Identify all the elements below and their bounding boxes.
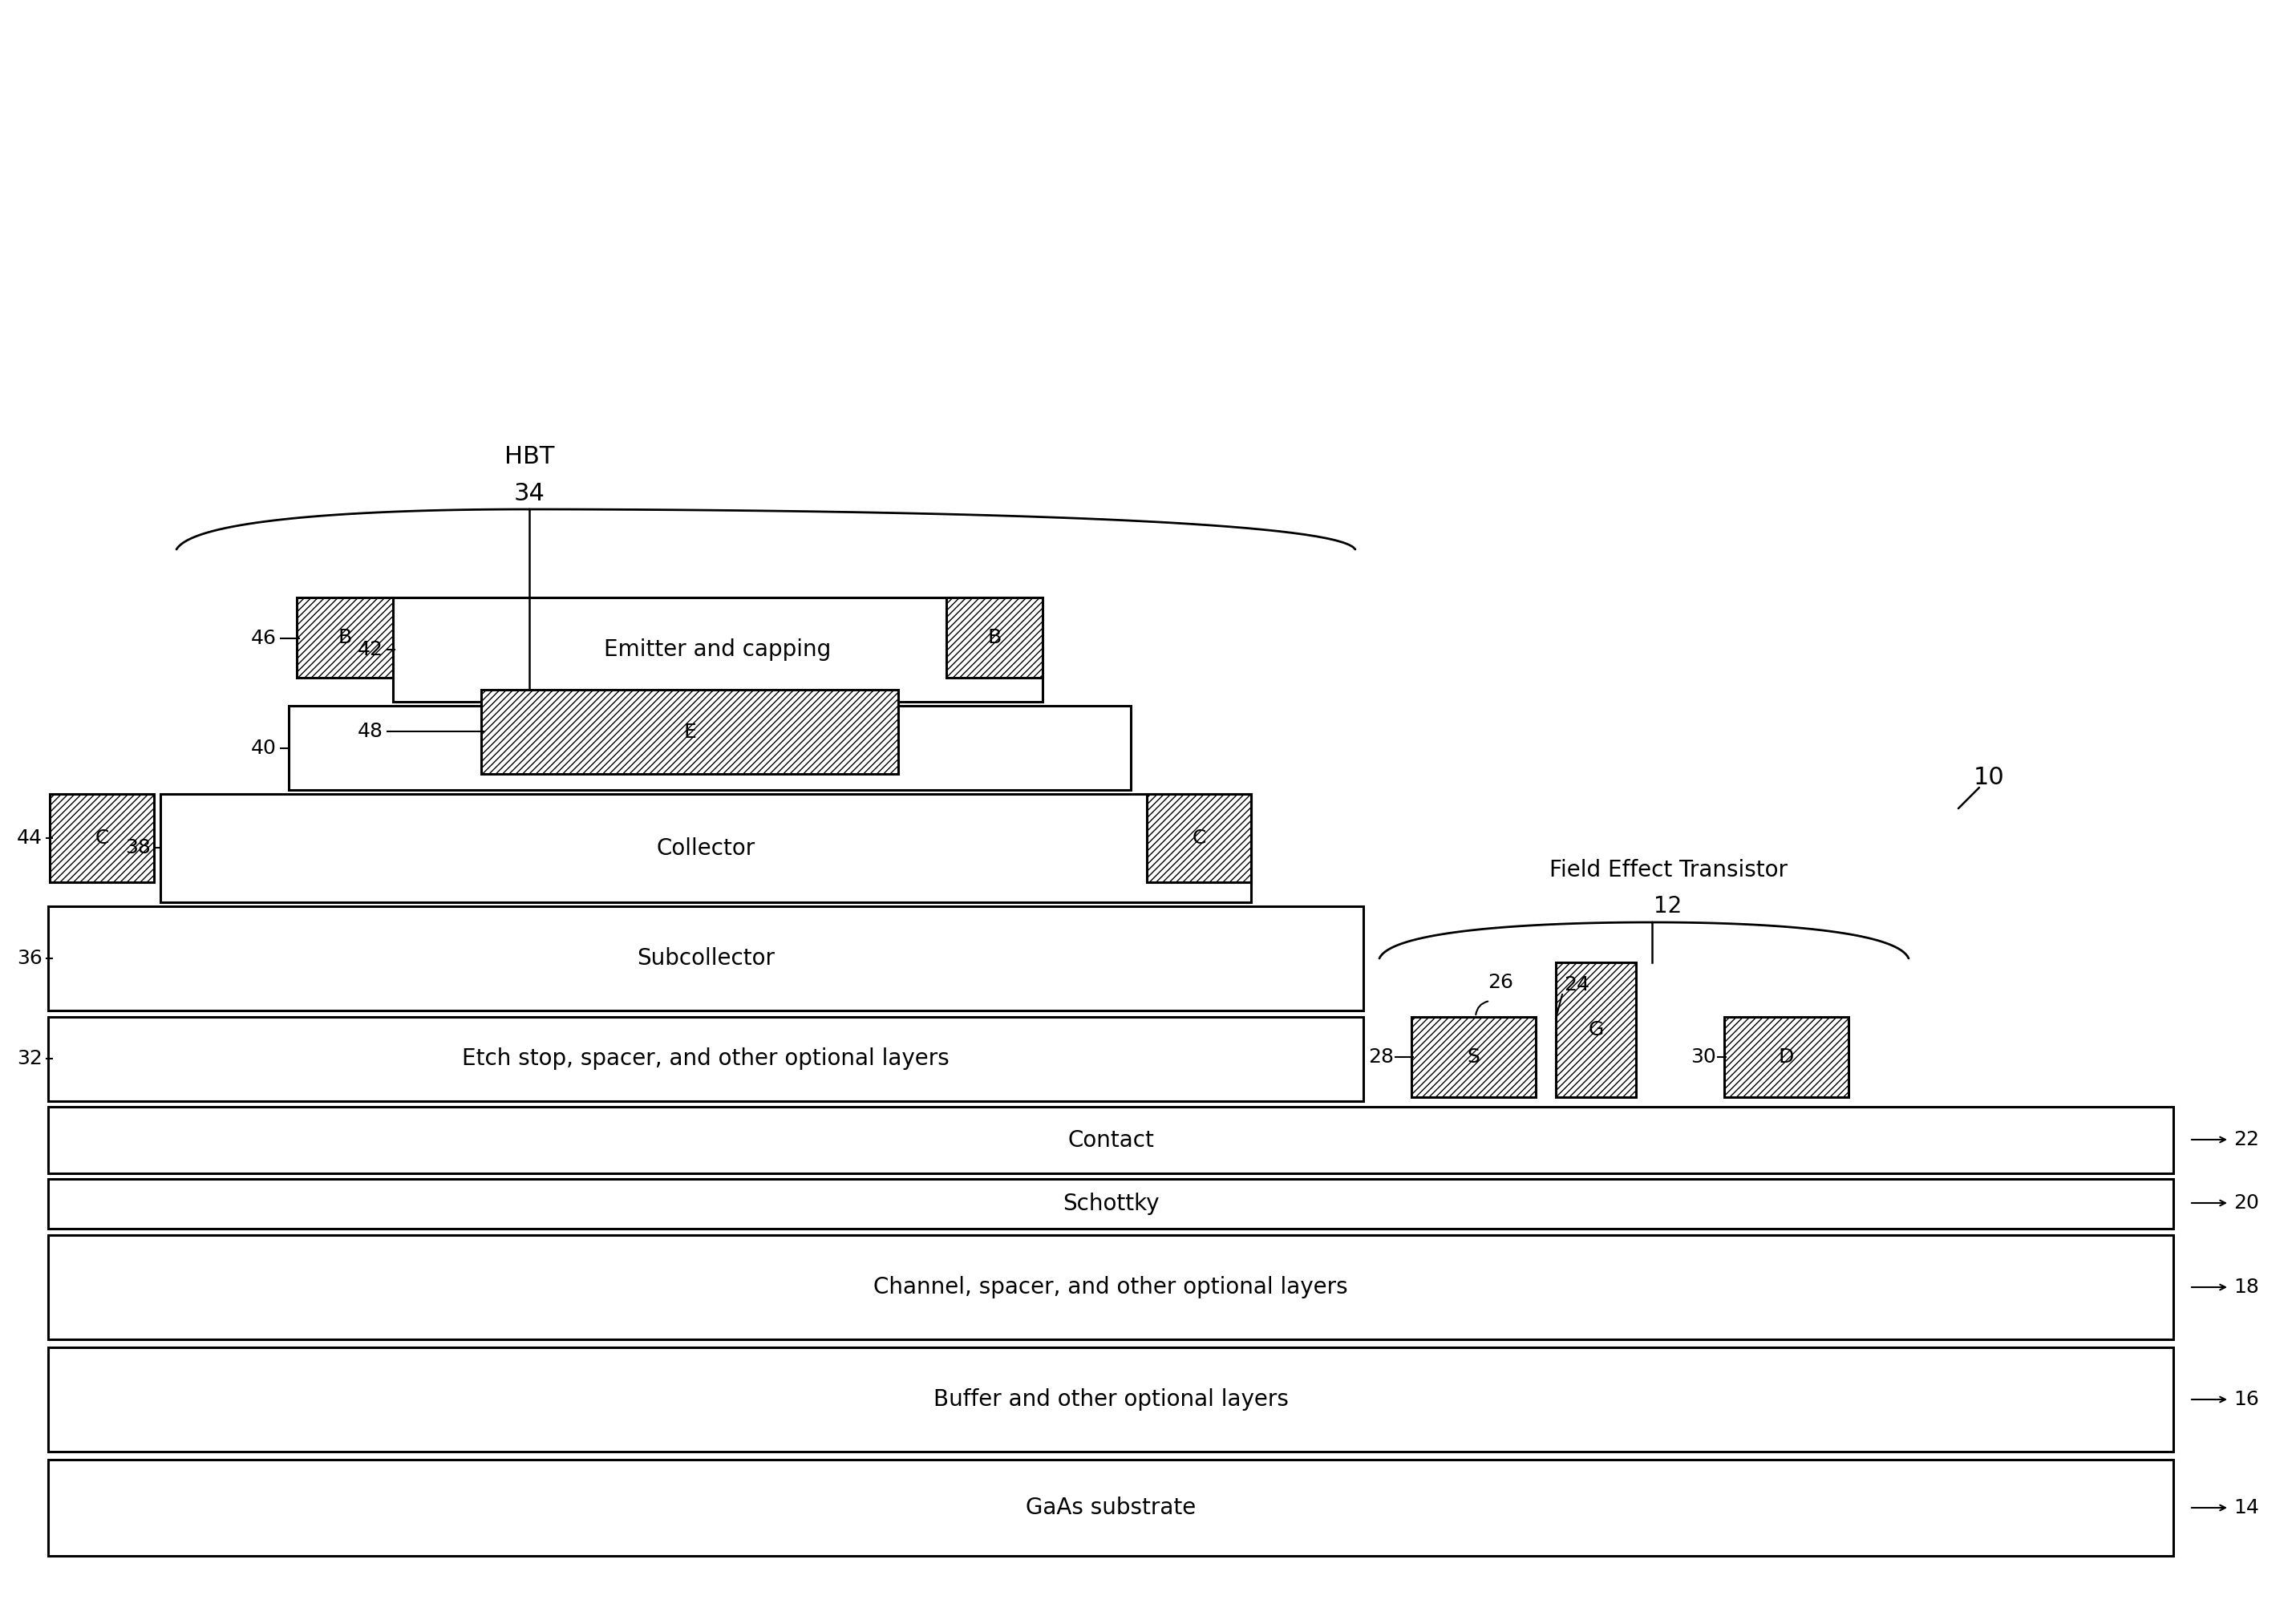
Text: S: S — [1467, 1047, 1481, 1066]
Bar — [482, 690, 898, 773]
Text: 10: 10 — [1972, 767, 2004, 790]
Text: C: C — [94, 828, 108, 847]
Bar — [48, 1235, 2174, 1339]
Bar — [1557, 963, 1637, 1097]
Bar — [1412, 1016, 1536, 1097]
Bar — [48, 1348, 2174, 1452]
Text: 24: 24 — [1564, 974, 1589, 994]
Text: Contact: Contact — [1068, 1129, 1155, 1151]
Text: 34: 34 — [514, 482, 544, 505]
Text: B: B — [338, 629, 351, 646]
Text: Collector: Collector — [657, 836, 755, 859]
Text: G: G — [1589, 1019, 1603, 1039]
Text: 46: 46 — [250, 629, 278, 648]
Text: 18: 18 — [2234, 1278, 2259, 1296]
Text: 48: 48 — [358, 722, 383, 741]
Text: Etch stop, spacer, and other optional layers: Etch stop, spacer, and other optional la… — [461, 1048, 951, 1071]
Text: Base: Base — [682, 736, 737, 759]
Text: Field Effect Transistor: Field Effect Transistor — [1550, 859, 1786, 881]
Text: 32: 32 — [16, 1048, 44, 1068]
Text: Buffer and other optional layers: Buffer and other optional layers — [932, 1388, 1288, 1410]
Text: GaAs substrate: GaAs substrate — [1026, 1497, 1196, 1520]
Bar — [48, 907, 1364, 1010]
Text: Channel, spacer, and other optional layers: Channel, spacer, and other optional laye… — [872, 1277, 1348, 1298]
Text: 12: 12 — [1653, 896, 1683, 918]
Text: D: D — [1779, 1047, 1793, 1066]
Bar — [48, 1179, 2174, 1229]
Bar — [51, 794, 154, 883]
Text: Schottky: Schottky — [1063, 1193, 1159, 1216]
Text: 38: 38 — [126, 838, 152, 857]
Bar — [289, 706, 1130, 790]
Bar — [1146, 794, 1251, 883]
Text: 14: 14 — [2234, 1499, 2259, 1518]
Bar — [48, 1016, 1364, 1101]
Text: Subcollector: Subcollector — [636, 947, 774, 970]
Text: 44: 44 — [16, 828, 44, 847]
Bar — [1724, 1016, 1848, 1097]
Text: Emitter and capping: Emitter and capping — [604, 638, 831, 661]
Text: C: C — [1192, 828, 1205, 847]
Bar — [48, 1460, 2174, 1557]
Bar — [946, 598, 1042, 677]
Text: 36: 36 — [16, 949, 44, 968]
Text: B: B — [987, 629, 1001, 646]
Text: 30: 30 — [1690, 1047, 1715, 1066]
Text: 40: 40 — [250, 738, 278, 757]
Text: 16: 16 — [2234, 1389, 2259, 1409]
Text: 20: 20 — [2234, 1193, 2259, 1212]
Bar — [161, 794, 1251, 902]
Text: 28: 28 — [1368, 1047, 1394, 1066]
Bar — [393, 598, 1042, 701]
Text: 22: 22 — [2234, 1130, 2259, 1150]
Bar — [296, 598, 393, 677]
Text: 26: 26 — [1488, 973, 1513, 992]
Bar — [48, 1106, 2174, 1174]
Text: 42: 42 — [358, 640, 383, 659]
Text: E: E — [684, 722, 696, 741]
Text: HBT: HBT — [505, 445, 553, 470]
